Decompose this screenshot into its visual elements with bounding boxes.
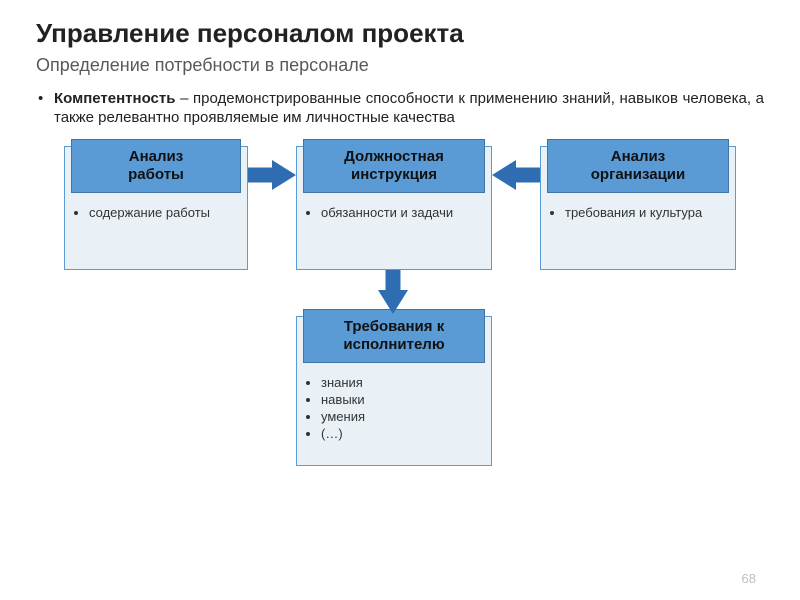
list-item: знания — [321, 375, 485, 390]
definition-paragraph: Компетентность – продемонстрированные сп… — [36, 90, 764, 128]
list-item: содержание работы — [89, 205, 241, 220]
list-item: обязанности и задачи — [321, 205, 485, 220]
list-item: умения — [321, 409, 485, 424]
box-header-job-instruction: Должностнаяинструкция — [303, 139, 485, 193]
box-analysis-org: Анализорганизации требования и культура — [540, 146, 736, 270]
box-header-analysis-work: Анализработы — [71, 139, 241, 193]
flow-diagram: Анализработы содержание работы Должностн… — [40, 146, 760, 516]
box-body-analysis-org: требования и культура — [541, 199, 735, 228]
box-analysis-work: Анализработы содержание работы — [64, 146, 248, 270]
box-body-analysis-work: содержание работы — [65, 199, 247, 228]
box-requirements: Требования кисполнителю знаниянавыкиумен… — [296, 316, 492, 466]
arrow-center-down — [378, 270, 408, 314]
definition-term: Компетентность — [54, 90, 175, 107]
page-subtitle: Определение потребности в персонале — [36, 55, 764, 76]
box-job-instruction: Должностнаяинструкция обязанности и зада… — [296, 146, 492, 270]
list-item: навыки — [321, 392, 485, 407]
box-body-requirements: знания навыки умения (…) — [297, 369, 491, 449]
page-title: Управление персоналом проекта — [36, 18, 764, 49]
page-number: 68 — [742, 571, 756, 586]
box-body-job-instruction: обязанности и задачи — [297, 199, 491, 228]
arrow-right-to-center — [492, 160, 540, 190]
list-item: требования и культура — [565, 205, 729, 220]
box-header-requirements: Требования кисполнителю — [303, 309, 485, 363]
box-header-analysis-org: Анализорганизации — [547, 139, 729, 193]
list-item: (…) — [321, 426, 485, 441]
arrow-left-to-center — [248, 160, 296, 190]
